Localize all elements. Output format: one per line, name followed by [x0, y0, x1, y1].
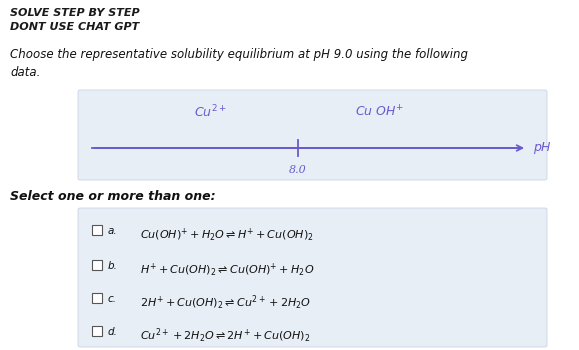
- Text: $2H^{+} + Cu(OH)_{2} \rightleftharpoons Cu^{2+} + 2H_2O$: $2H^{+} + Cu(OH)_{2} \rightleftharpoons …: [140, 294, 311, 312]
- FancyBboxPatch shape: [78, 90, 547, 180]
- Text: c.: c.: [108, 294, 117, 304]
- Text: a.: a.: [108, 226, 118, 236]
- Text: $Cu\ OH^{+}$: $Cu\ OH^{+}$: [356, 105, 405, 120]
- Bar: [92, 326, 102, 336]
- Bar: [92, 293, 102, 303]
- Bar: [92, 225, 102, 235]
- Text: d.: d.: [108, 327, 118, 337]
- Text: Select one or more than one:: Select one or more than one:: [10, 190, 215, 203]
- Text: 8.0: 8.0: [289, 165, 307, 175]
- Text: SOLVE STEP BY STEP: SOLVE STEP BY STEP: [10, 8, 140, 18]
- FancyBboxPatch shape: [78, 208, 547, 347]
- Text: $Cu^{2+} + 2H_2O \rightleftharpoons 2H^{+} + Cu(OH)_{2}$: $Cu^{2+} + 2H_2O \rightleftharpoons 2H^{…: [140, 327, 310, 345]
- Text: $Cu(OH)^{+} + H_2O \rightleftharpoons H^{+} + Cu(OH)_{2}$: $Cu(OH)^{+} + H_2O \rightleftharpoons H^…: [140, 226, 314, 243]
- Text: $Cu^{2+}$: $Cu^{2+}$: [193, 103, 226, 120]
- Text: $H^{+} + Cu(OH)_{2} \rightleftharpoons Cu(OH)^{+} + H_2O$: $H^{+} + Cu(OH)_{2} \rightleftharpoons C…: [140, 261, 314, 278]
- Text: b.: b.: [108, 261, 118, 271]
- Text: $pH$: $pH$: [533, 140, 552, 156]
- Text: DONT USE CHAT GPT: DONT USE CHAT GPT: [10, 22, 140, 32]
- Text: Choose the representative solubility equilibrium at pH 9.0 using the following
d: Choose the representative solubility equ…: [10, 48, 468, 79]
- Bar: [92, 260, 102, 270]
